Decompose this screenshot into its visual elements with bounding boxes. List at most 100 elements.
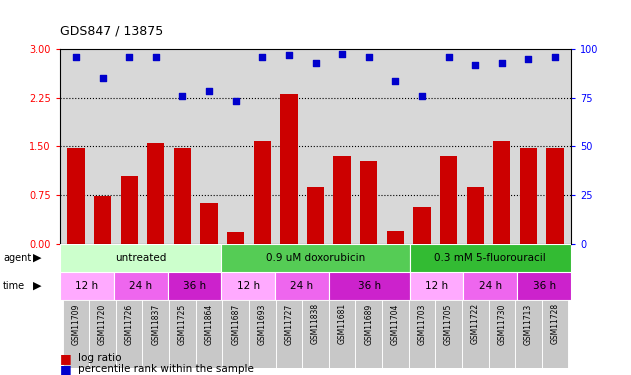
Text: 0.9 uM doxorubicin: 0.9 uM doxorubicin [266, 253, 365, 263]
Text: GSM11704: GSM11704 [391, 303, 400, 345]
Bar [254, 141, 271, 244]
Point [550, 54, 560, 60]
Text: GSM11726: GSM11726 [125, 303, 134, 345]
Text: GSM11709: GSM11709 [71, 303, 80, 345]
Text: GDS847 / 13875: GDS847 / 13875 [60, 24, 163, 38]
Bar [221, 272, 275, 300]
Point [71, 54, 81, 60]
Bar [221, 244, 410, 272]
Bar [147, 143, 165, 244]
Bar [382, 300, 409, 368]
Text: percentile rank within the sample: percentile rank within the sample [78, 364, 254, 374]
Text: 12 h: 12 h [75, 281, 98, 291]
Text: GSM11725: GSM11725 [178, 303, 187, 345]
Point [417, 93, 427, 99]
Point [363, 54, 374, 60]
Bar [542, 300, 569, 368]
Point [230, 98, 240, 104]
Bar [143, 300, 169, 368]
Bar [387, 231, 404, 244]
Text: 24 h: 24 h [129, 281, 152, 291]
Text: 24 h: 24 h [290, 281, 314, 291]
Text: 24 h: 24 h [479, 281, 502, 291]
Text: GSM11864: GSM11864 [204, 303, 213, 345]
Text: GSM11705: GSM11705 [444, 303, 453, 345]
Bar [360, 160, 377, 244]
Bar [174, 147, 191, 244]
Bar [410, 272, 463, 300]
Text: GSM11703: GSM11703 [418, 303, 427, 345]
Bar [488, 300, 515, 368]
Point [337, 51, 347, 57]
Text: ■: ■ [60, 352, 72, 364]
Point [204, 88, 214, 94]
Text: ■: ■ [60, 363, 72, 375]
Text: time: time [3, 281, 25, 291]
Point [470, 62, 480, 68]
Bar [355, 300, 382, 368]
Bar [466, 186, 484, 244]
Bar [94, 196, 111, 244]
Text: 0.3 mM 5-fluorouracil: 0.3 mM 5-fluorouracil [435, 253, 546, 263]
Point [391, 78, 401, 84]
Bar [413, 207, 430, 244]
Text: GSM11720: GSM11720 [98, 303, 107, 345]
Point [97, 75, 107, 81]
Bar [169, 300, 196, 368]
Bar [307, 186, 324, 244]
Bar [168, 272, 221, 300]
Bar [333, 156, 351, 244]
Point [151, 54, 161, 60]
Bar [280, 94, 298, 244]
Bar [275, 272, 329, 300]
Bar [520, 147, 537, 244]
Point [497, 60, 507, 66]
Text: 12 h: 12 h [237, 281, 260, 291]
Bar [68, 148, 85, 244]
Text: log ratio: log ratio [78, 353, 121, 363]
Bar [463, 272, 517, 300]
Text: GSM11728: GSM11728 [551, 303, 560, 345]
Text: GSM11689: GSM11689 [364, 303, 374, 345]
Point [177, 93, 187, 99]
Text: GSM11730: GSM11730 [497, 303, 506, 345]
Text: GSM11687: GSM11687 [231, 303, 240, 345]
Point [257, 54, 268, 60]
Bar [329, 300, 355, 368]
Text: GSM11681: GSM11681 [338, 303, 346, 345]
Bar [435, 300, 462, 368]
Bar [60, 272, 114, 300]
Text: ▶: ▶ [33, 253, 41, 263]
Text: GSM11722: GSM11722 [471, 303, 480, 345]
Bar [462, 300, 488, 368]
Bar [302, 300, 329, 368]
Text: 36 h: 36 h [533, 281, 556, 291]
Text: 36 h: 36 h [183, 281, 206, 291]
Text: GSM11693: GSM11693 [257, 303, 267, 345]
Text: 12 h: 12 h [425, 281, 448, 291]
Point [444, 54, 454, 60]
Bar [121, 176, 138, 244]
Bar [410, 244, 571, 272]
Point [310, 60, 321, 66]
Bar [62, 300, 89, 368]
Text: agent: agent [3, 253, 32, 263]
Bar [201, 203, 218, 244]
Point [284, 52, 294, 58]
Bar [409, 300, 435, 368]
Bar [114, 272, 168, 300]
Bar [276, 300, 302, 368]
Bar [517, 272, 571, 300]
Point [524, 56, 534, 62]
Bar [493, 141, 510, 244]
Text: GSM11838: GSM11838 [311, 303, 320, 345]
Bar [89, 300, 116, 368]
Bar [440, 156, 457, 244]
Text: ▶: ▶ [33, 281, 41, 291]
Bar [60, 244, 221, 272]
Bar [249, 300, 276, 368]
Bar [515, 300, 542, 368]
Point [124, 54, 134, 60]
Bar [227, 232, 244, 244]
Text: 36 h: 36 h [358, 281, 381, 291]
